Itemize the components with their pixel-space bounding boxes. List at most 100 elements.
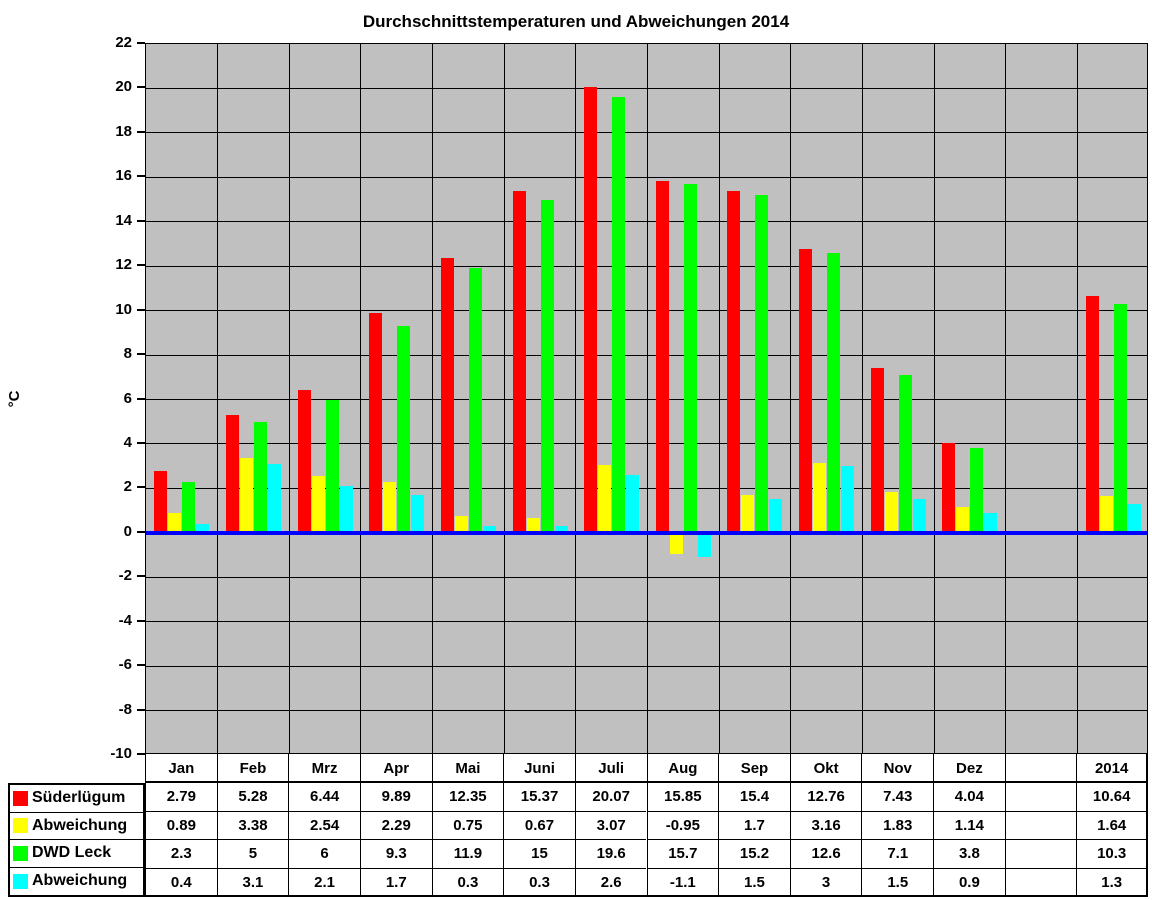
y-axis-tick-mark bbox=[137, 264, 145, 267]
table-row-label-text: Abweichung bbox=[32, 872, 128, 890]
legend-swatch-s-derl-gum bbox=[13, 790, 28, 806]
zero-line bbox=[146, 530, 1147, 535]
horizontal-gridline bbox=[146, 221, 1147, 223]
bar-dwd-leck-Juli bbox=[612, 97, 626, 533]
bar-abweichung-Jan bbox=[168, 513, 182, 533]
y-axis-tick-mark bbox=[137, 397, 145, 400]
y-axis-tick-mark bbox=[137, 530, 145, 533]
y-axis-tick-mark bbox=[137, 86, 145, 89]
table-cell: 4.04 bbox=[933, 783, 1005, 812]
table-cell bbox=[1004, 868, 1077, 897]
table-row-label-text: Süderlügum bbox=[32, 789, 126, 807]
bar-abweichung-Juni bbox=[526, 517, 540, 533]
table-cell: 12.76 bbox=[789, 783, 862, 812]
bar-abweichung-Dez bbox=[956, 507, 970, 533]
bar-dwd-leck-2014 bbox=[1113, 303, 1127, 533]
table-header-cell-Jan: Jan bbox=[145, 754, 217, 783]
table-cell: 0.3 bbox=[503, 868, 575, 897]
table-cell: 3.8 bbox=[933, 840, 1005, 869]
horizontal-gridline bbox=[146, 132, 1147, 134]
table-row-label: Abweichung bbox=[10, 867, 143, 895]
table-header-cell-Juli: Juli bbox=[574, 754, 647, 783]
horizontal-gridline bbox=[146, 399, 1147, 400]
horizontal-gridline bbox=[146, 354, 1147, 356]
table-cell: 1.14 bbox=[933, 811, 1005, 840]
bar-s-derl-gum-Juli bbox=[584, 86, 598, 533]
y-axis-tick-label: 12 bbox=[115, 256, 132, 274]
horizontal-gridline bbox=[146, 576, 1147, 578]
bar-abweichung-Jan bbox=[196, 523, 210, 533]
y-axis-tick-mark bbox=[137, 619, 145, 622]
bar-dwd-leck-Juni bbox=[540, 199, 554, 533]
vertical-gridline bbox=[432, 44, 434, 753]
table-cell: 19.6 bbox=[574, 840, 647, 869]
bar-abweichung-Nov bbox=[884, 492, 898, 533]
y-axis-tick-mark bbox=[137, 575, 145, 578]
table-cell: 15.37 bbox=[503, 783, 575, 812]
table-row-label: DWD Leck bbox=[10, 840, 143, 868]
bar-abweichung-Mrz bbox=[311, 476, 325, 533]
table-cell: 0.89 bbox=[145, 811, 217, 840]
table-header-cell-Aug: Aug bbox=[646, 754, 719, 783]
table-header-cell-Apr: Apr bbox=[359, 754, 432, 783]
bar-abweichung-Feb bbox=[239, 457, 253, 533]
vertical-gridline bbox=[790, 44, 792, 753]
table-header-cell-Mrz: Mrz bbox=[288, 754, 360, 783]
table-cell: 7.1 bbox=[861, 840, 934, 869]
y-axis-tick-label: 14 bbox=[115, 211, 132, 229]
y-axis-tick-label: -4 bbox=[118, 611, 132, 629]
horizontal-gridline bbox=[146, 710, 1147, 712]
table-cell: 11.9 bbox=[431, 840, 504, 869]
table-cell: 20.07 bbox=[574, 783, 647, 812]
bar-abweichung-Okt bbox=[813, 462, 827, 533]
table-cell bbox=[1004, 840, 1077, 869]
bar-dwd-leck-Jan bbox=[182, 481, 196, 533]
table-cell: 0.67 bbox=[503, 811, 575, 840]
table-header-cell-Sep: Sep bbox=[718, 754, 790, 783]
table-cell bbox=[1004, 811, 1077, 840]
vertical-gridline bbox=[217, 44, 219, 753]
vertical-gridline bbox=[647, 44, 648, 753]
y-axis-tick-mark bbox=[137, 353, 145, 356]
table-cell: 15.2 bbox=[718, 840, 790, 869]
bar-dwd-leck-Feb bbox=[253, 421, 267, 533]
y-axis-tick-mark bbox=[137, 219, 145, 222]
bar-abweichung-Juli bbox=[598, 464, 612, 533]
table-header-row: Jan Feb Mrz Apr Mai Juni Juli Aug Sep Okt Nov Dez 20… bbox=[145, 754, 1148, 783]
table-cell: 2.54 bbox=[288, 811, 360, 840]
table-cell bbox=[1004, 783, 1077, 812]
table-header-cell-Okt: Okt bbox=[789, 754, 862, 783]
bar-s-derl-gum-Feb bbox=[225, 415, 239, 533]
table-cell: 3.1 bbox=[216, 868, 289, 897]
bar-abweichung-Juli bbox=[626, 475, 640, 533]
table-cell: 3 bbox=[789, 868, 862, 897]
table-cell: 1.83 bbox=[861, 811, 934, 840]
table-data-grid: 2.79 5.28 6.44 9.89 12.35 15.37 20.07 15.85 15.4… bbox=[145, 783, 1148, 897]
bar-abweichung-Mai bbox=[454, 516, 468, 533]
table-cell: 2.6 bbox=[574, 868, 647, 897]
table-cell: 6.44 bbox=[288, 783, 360, 812]
y-axis-tick-label: 6 bbox=[123, 389, 132, 407]
table-header-cell-Juni: Juni bbox=[503, 754, 575, 783]
vertical-gridline bbox=[1076, 44, 1078, 753]
table-cell: 10.64 bbox=[1076, 783, 1148, 812]
bar-s-derl-gum-Apr bbox=[369, 313, 383, 533]
horizontal-gridline bbox=[146, 443, 1147, 445]
y-axis-tick-label: 2 bbox=[123, 478, 132, 496]
bar-dwd-leck-Dez bbox=[970, 448, 984, 533]
table-cell: 5.28 bbox=[216, 783, 289, 812]
y-axis-tick-label: -10 bbox=[110, 745, 132, 762]
bar-abweichung-Apr bbox=[383, 481, 397, 533]
table-cell: 6 bbox=[288, 840, 360, 869]
y-axis-tick-label: -2 bbox=[118, 567, 132, 585]
vertical-gridline bbox=[1005, 44, 1007, 753]
table-cell: -0.95 bbox=[646, 811, 719, 840]
vertical-gridline bbox=[861, 44, 863, 753]
table-cell: 2.29 bbox=[359, 811, 432, 840]
horizontal-gridline bbox=[146, 265, 1147, 267]
y-axis-unit-label: °C bbox=[6, 390, 23, 408]
y-axis-tick-label: 22 bbox=[115, 34, 132, 51]
table-cell: 9.3 bbox=[359, 840, 432, 869]
table-header-cell-Mai: Mai bbox=[431, 754, 504, 783]
